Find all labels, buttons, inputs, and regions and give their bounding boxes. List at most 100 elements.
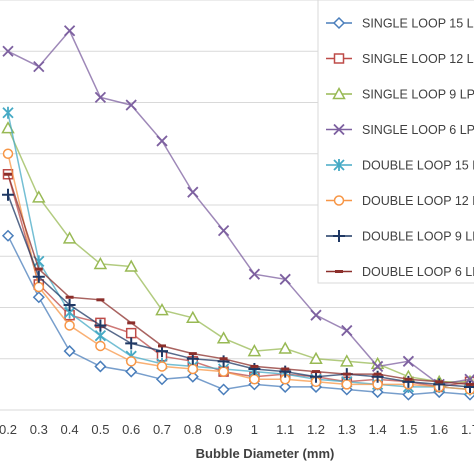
data-point — [94, 360, 107, 373]
x-tick-label: 1.5 — [399, 422, 417, 437]
data-point — [402, 388, 415, 401]
data-point — [279, 273, 291, 285]
series-line — [7, 174, 471, 388]
data-point — [248, 268, 261, 280]
data-point — [402, 355, 415, 367]
x-tick-label: 0.2 — [0, 422, 17, 437]
data-point — [2, 45, 14, 57]
data-point — [63, 345, 76, 358]
series-line — [7, 127, 470, 383]
x-tick-label: 1.6 — [430, 422, 448, 437]
series-line — [7, 194, 471, 388]
x-tick-label: 0.4 — [61, 422, 79, 437]
data-point — [64, 320, 75, 331]
data-point — [309, 351, 323, 364]
legend-item: DOUBLE LOOP 6 LP — [326, 265, 474, 279]
legend-marker — [333, 53, 345, 64]
data-point — [186, 310, 200, 323]
legend-item: SINGLE LOOP 15 LP — [326, 17, 474, 31]
data-point — [218, 366, 229, 377]
data-point — [33, 281, 45, 293]
data-point — [33, 60, 45, 73]
data-point — [341, 324, 353, 337]
legend-label: SINGLE LOOP 12 LP — [362, 52, 474, 66]
data-point — [94, 319, 107, 332]
data-point — [186, 370, 199, 383]
legend-label: SINGLE LOOP 15 LP — [362, 17, 474, 31]
data-point — [63, 298, 76, 311]
x-tick-label: 1.4 — [369, 422, 387, 437]
series-line — [7, 153, 471, 391]
series-line — [7, 112, 471, 391]
series-4 — [2, 25, 474, 391]
legend-item: DOUBLE LOOP 15 LP — [326, 159, 474, 173]
legend-item: SINGLE LOOP 6 LP — [326, 123, 474, 137]
legend-marker — [333, 159, 345, 171]
x-tick-label: 1 — [251, 422, 258, 437]
data-point — [125, 327, 137, 339]
legend-marker — [333, 195, 345, 206]
legend-item: SINGLE LOOP 12 LP — [326, 52, 474, 66]
series-1 — [1, 229, 474, 401]
x-tick-label: 0.7 — [153, 422, 171, 437]
data-point — [2, 188, 14, 201]
data-point — [279, 380, 292, 393]
legend-label: DOUBLE LOOP 6 LP — [362, 265, 474, 279]
data-point — [371, 386, 384, 399]
data-point — [124, 259, 138, 272]
data-point — [125, 356, 137, 367]
legend-marker — [333, 230, 345, 242]
data-point — [156, 135, 168, 147]
series-7 — [2, 188, 474, 393]
data-point — [62, 231, 77, 244]
data-point — [94, 91, 107, 104]
data-point — [63, 25, 76, 37]
x-axis-title: Bubble Diameter (mm) — [196, 446, 335, 461]
legend-label: DOUBLE LOOP 12 LP — [362, 194, 474, 208]
series-layer — [1, 25, 474, 401]
data-point — [2, 148, 14, 159]
legend: SINGLE LOOP 15 LP SINGLE LOOP 12 LP SINGLE… — [317, 0, 474, 284]
series-8 — [4, 172, 474, 386]
legend-label: SINGLE LOOP 9 LP — [362, 88, 474, 102]
x-tick-label: 0.3 — [30, 422, 48, 437]
data-point — [155, 303, 169, 316]
x-tick-labels: 0.2 0.3 0.4 0.5 0.6 0.7 0.8 0.9 1 1.1 1.2 1.3 1.4 1.5… — [0, 422, 474, 437]
data-point — [32, 190, 46, 203]
series-line — [7, 29, 471, 386]
x-tick-label: 1.7 — [461, 422, 474, 437]
data-point — [94, 329, 107, 342]
data-point — [1, 229, 15, 242]
legend-marker — [333, 123, 345, 136]
data-point — [32, 291, 45, 304]
x-tick-label: 0.9 — [215, 422, 233, 437]
legend-label: SINGLE LOOP 6 LP — [362, 123, 474, 137]
series-line — [7, 174, 471, 386]
data-point — [217, 383, 230, 396]
data-point — [217, 224, 230, 237]
x-tick-label: 0.8 — [184, 422, 202, 437]
data-point — [249, 374, 260, 385]
data-point — [155, 373, 169, 386]
legend-item: DOUBLE LOOP 9 LP — [326, 230, 474, 244]
data-point — [340, 354, 354, 367]
data-point — [125, 365, 138, 378]
data-point — [310, 309, 322, 321]
data-point — [187, 186, 199, 198]
x-tick-label: 1.3 — [338, 422, 356, 437]
legend-item: DOUBLE LOOP 12 LP — [326, 194, 474, 208]
data-point — [371, 360, 384, 373]
x-tick-label: 1.2 — [307, 422, 325, 437]
data-point — [2, 106, 14, 119]
x-tick-label: 0.5 — [91, 422, 109, 437]
data-point — [156, 361, 168, 372]
data-point — [278, 341, 292, 354]
legend-label: DOUBLE LOOP 9 LP — [362, 230, 474, 244]
data-point — [187, 363, 199, 375]
legend-item: SINGLE LOOP 9 LP — [326, 86, 474, 102]
data-point — [464, 373, 474, 385]
x-tick-label: 0.6 — [122, 422, 140, 437]
data-point — [216, 331, 231, 344]
